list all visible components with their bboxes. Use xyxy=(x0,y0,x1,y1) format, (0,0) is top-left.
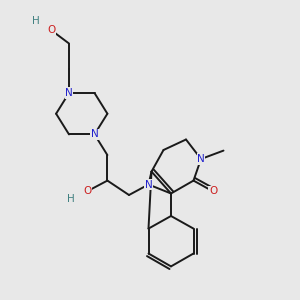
Text: O: O xyxy=(83,186,91,197)
Text: N: N xyxy=(91,129,98,140)
Text: H: H xyxy=(32,16,40,26)
Text: N: N xyxy=(65,88,73,98)
Text: N: N xyxy=(145,179,152,190)
Text: O: O xyxy=(209,186,217,197)
Text: H: H xyxy=(67,194,74,205)
Text: O: O xyxy=(47,25,55,35)
Text: N: N xyxy=(197,154,205,164)
